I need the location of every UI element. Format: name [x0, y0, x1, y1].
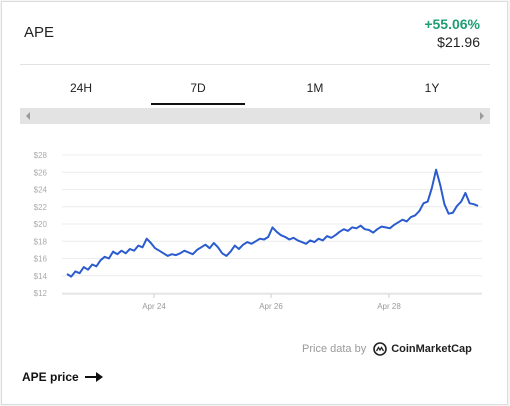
price-change: +55.06%	[424, 16, 480, 32]
coinmarketcap-logo-icon	[373, 342, 388, 356]
y-tick-label: $26	[34, 168, 48, 177]
price-data-credit[interactable]: Price data by CoinMarketCap	[302, 341, 472, 357]
x-tick-label: Apr 24	[142, 302, 166, 311]
tab-7d[interactable]: 7D	[148, 75, 248, 105]
credit-text: Price data by	[302, 343, 367, 355]
y-tick-label: $18	[34, 237, 48, 246]
timeframe-tabs: 24H 7D 1M 1Y	[20, 75, 490, 107]
ape-price-link[interactable]: APE price	[22, 370, 103, 384]
y-tick-label: $16	[34, 255, 48, 264]
y-tick-label: $20	[34, 220, 48, 229]
y-tick-label: $22	[34, 203, 48, 212]
current-price: $21.96	[437, 34, 480, 50]
price-line	[66, 168, 479, 278]
y-tick-label: $12	[34, 289, 48, 298]
price-chart-svg: $28 $26 $24 $22 $20 $18 $16 $14 $12 Apr 24 Apr 26 A…	[34, 151, 482, 311]
x-tick-label: Apr 28	[377, 302, 401, 311]
scroll-left-arrow-icon[interactable]	[26, 112, 30, 120]
y-tick-label: $14	[34, 272, 48, 281]
ape-price-link-label: APE price	[22, 370, 79, 384]
chart-scrollbar[interactable]	[20, 108, 490, 124]
tab-24h[interactable]: 24H	[69, 81, 92, 95]
credit-provider: CoinMarketCap	[391, 343, 472, 355]
y-tick-label: $24	[34, 186, 48, 195]
scroll-right-arrow-icon[interactable]	[480, 112, 484, 120]
tab-1m[interactable]: 1M	[306, 81, 324, 95]
price-chart: $28 $26 $24 $22 $20 $18 $16 $14 $12 Apr 24 Apr 26 A…	[20, 142, 490, 322]
tab-1y[interactable]: 1Y	[424, 81, 440, 95]
x-tick-label: Apr 26	[259, 302, 283, 311]
y-tick-label: $28	[34, 151, 48, 160]
arrow-right-icon	[84, 372, 103, 382]
coin-name: APE	[24, 24, 55, 41]
header-divider	[20, 64, 490, 65]
